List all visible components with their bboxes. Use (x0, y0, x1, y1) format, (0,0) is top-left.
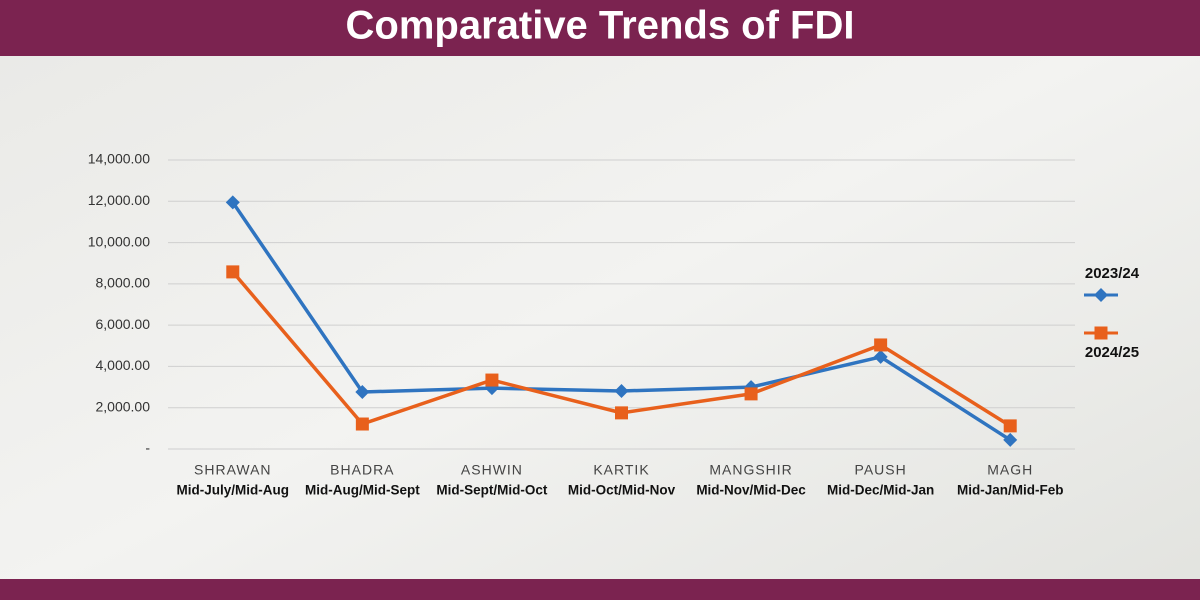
legend-label: 2023/24 (1085, 265, 1140, 282)
x-tick-sublabel: Mid-Dec/Mid-Jan (827, 483, 934, 498)
x-tick-sublabel: Mid-Nov/Mid-Dec (696, 483, 806, 498)
x-tick-label: MAGH (987, 462, 1033, 478)
legend-marker (1094, 326, 1108, 340)
data-point (614, 383, 629, 398)
header-band (0, 0, 1200, 56)
data-point (1003, 419, 1017, 433)
x-tick-sublabel: Mid-Aug/Mid-Sept (305, 483, 420, 498)
x-tick-label: SHRAWAN (194, 462, 272, 478)
y-tick-label: 10,000.00 (88, 233, 150, 249)
data-point (1003, 432, 1018, 447)
data-point (744, 387, 758, 401)
y-tick-label: 6,000.00 (96, 316, 151, 332)
chart-title: Comparative Trends of FDI (346, 4, 855, 48)
data-point (874, 338, 888, 352)
y-tick-label: - (145, 440, 150, 456)
y-tick-label: 12,000.00 (88, 192, 150, 208)
footer-band (0, 579, 1200, 600)
x-tick-label: ASHWIN (461, 462, 523, 478)
data-point (226, 265, 240, 279)
y-tick-label: 8,000.00 (96, 275, 151, 291)
x-tick-label: MANGSHIR (709, 462, 792, 478)
y-tick-label: 4,000.00 (96, 357, 151, 373)
x-tick-sublabel: Mid-Jan/Mid-Feb (957, 483, 1064, 498)
legend-label: 2024/25 (1085, 344, 1139, 361)
data-point (873, 349, 888, 364)
x-tick-sublabel: Mid-Sept/Mid-Oct (436, 483, 547, 498)
y-tick-label: 14,000.00 (88, 151, 150, 167)
x-tick-sublabel: Mid-Oct/Mid-Nov (568, 483, 676, 498)
data-point (355, 417, 369, 431)
y-tick-label: 2,000.00 (96, 398, 151, 414)
x-tick-label: KARTIK (593, 462, 649, 478)
data-point (225, 195, 240, 210)
data-point (355, 385, 370, 400)
legend-marker (1094, 288, 1108, 302)
x-tick-sublabel: Mid-July/Mid-Aug (177, 483, 289, 498)
data-point (485, 373, 499, 387)
x-tick-label: BHADRA (330, 462, 394, 478)
data-point (615, 406, 628, 420)
x-tick-label: PAUSH (855, 462, 907, 478)
